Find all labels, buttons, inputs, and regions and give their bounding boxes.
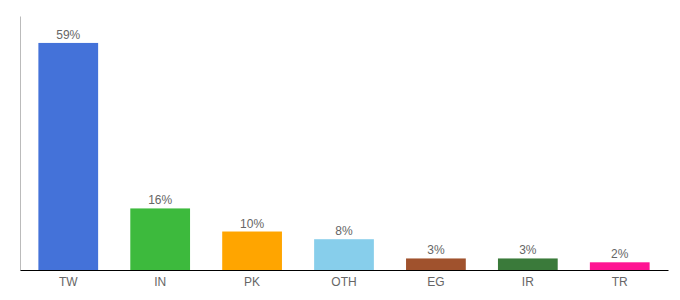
x-tick-label: OTH xyxy=(331,275,356,289)
bar xyxy=(314,239,374,270)
x-tick-label: IR xyxy=(522,275,534,289)
x-tick-label: EG xyxy=(427,275,444,289)
x-tick-label: TR xyxy=(612,275,628,289)
bar xyxy=(130,208,190,270)
data-labels: 59% 16% 10% 8% 3% 3% 2% xyxy=(56,28,629,261)
bar xyxy=(222,232,282,270)
x-tick: IR xyxy=(522,270,534,289)
bar xyxy=(498,258,558,270)
x-tick-label: IN xyxy=(154,275,166,289)
data-label: 16% xyxy=(148,193,172,207)
data-label: 3% xyxy=(519,243,537,257)
chart: TW IN PK OTH EG IR TR 59% 16% 10% 8% 3% 3% 2% xyxy=(0,0,680,300)
x-tick: TW xyxy=(59,270,78,289)
data-label: 8% xyxy=(335,224,353,238)
x-tick: OTH xyxy=(331,270,356,289)
plot: TW IN PK OTH EG IR TR 59% 16% 10% 8% 3% 3% 2% xyxy=(21,17,669,289)
data-label: 2% xyxy=(611,247,629,261)
data-label: 59% xyxy=(56,28,80,42)
x-tick: PK xyxy=(244,270,260,289)
x-axis: TW IN PK OTH EG IR TR xyxy=(21,270,669,289)
x-tick: EG xyxy=(427,270,444,289)
x-tick: IN xyxy=(154,270,166,289)
bar xyxy=(590,262,650,270)
y-axis xyxy=(20,17,21,271)
y-axis-line xyxy=(20,17,21,271)
data-label: 10% xyxy=(240,217,264,231)
bar xyxy=(406,258,466,270)
x-tick: TR xyxy=(612,270,628,289)
x-tick-label: PK xyxy=(244,275,260,289)
bar xyxy=(38,43,98,270)
x-axis-line xyxy=(21,270,669,271)
x-tick-label: TW xyxy=(59,275,78,289)
bars xyxy=(38,43,649,270)
data-label: 3% xyxy=(427,243,445,257)
